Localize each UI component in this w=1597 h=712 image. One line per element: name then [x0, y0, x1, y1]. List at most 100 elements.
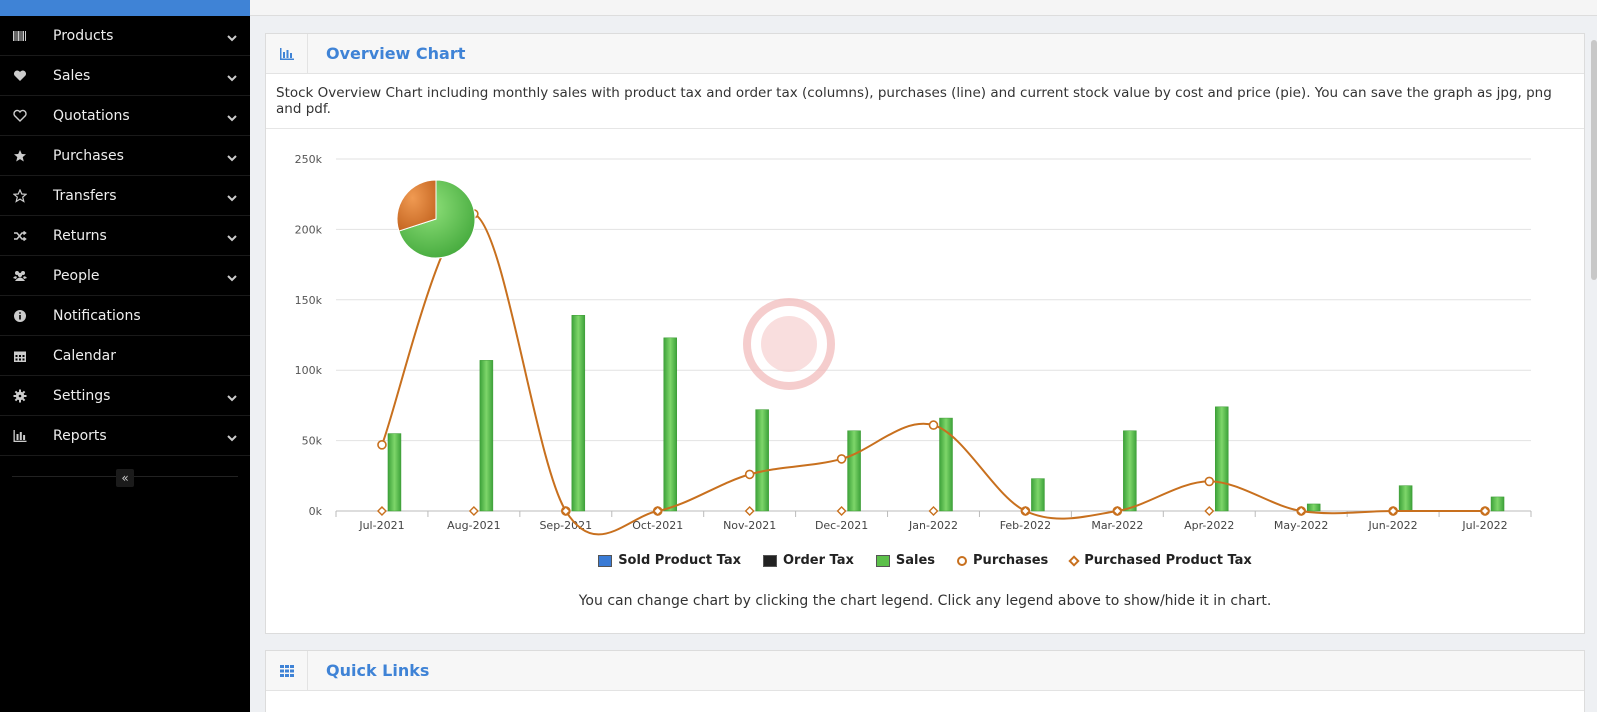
legend-label: Sold Product Tax	[618, 553, 741, 568]
sales-bar	[1490, 496, 1505, 512]
stock-overview-chart: 0k 50k 100k 150k 200k 250k Jul-2021 Aug-2021 Sep…	[295, 153, 1532, 536]
purchased-tax-point	[1480, 506, 1491, 516]
chevron-down-icon[interactable]	[226, 189, 240, 203]
chevron-down-icon[interactable]	[226, 229, 240, 243]
legend-swatch	[598, 554, 613, 567]
sales-bar	[1306, 503, 1321, 512]
chevron-down-icon[interactable]	[226, 269, 240, 283]
page-scrollbar[interactable]	[1591, 40, 1597, 280]
sidebar-item-transfers[interactable]: Transfers	[0, 176, 250, 216]
chevron-down-icon[interactable]	[226, 69, 240, 83]
grid-icon	[266, 650, 308, 691]
sales-bar	[1123, 430, 1137, 512]
x-tick-label: Jul-2021	[358, 519, 404, 532]
sales-bar	[387, 433, 402, 512]
chevron-down-icon[interactable]	[226, 109, 240, 123]
quick-links-panel: Quick Links	[265, 650, 1585, 712]
sidebar-nav: Products Sales Quotations Purchases Transfer…	[0, 16, 250, 456]
sidebar-item-notifications[interactable]: Notifications	[0, 296, 250, 336]
overview-chart-panel: Overview Chart Stock Overview Chart incl…	[265, 33, 1585, 634]
sales-bar	[755, 409, 769, 512]
x-tick-label: Jun-2022	[1368, 519, 1418, 532]
purchases-point	[928, 420, 939, 430]
purchased-tax-point	[744, 506, 755, 516]
sales-bar	[1398, 485, 1413, 512]
x-tick-label: Sep-2021	[539, 519, 592, 532]
purchases-point	[1204, 476, 1215, 487]
sales-bar	[1031, 478, 1045, 512]
sidebar-item-label: Calendar	[53, 347, 116, 364]
purchased-tax-point	[376, 506, 387, 516]
purchased-tax-point	[1388, 506, 1399, 516]
sidebar-item-label: Reports	[53, 427, 107, 444]
bar-chart-icon	[266, 33, 308, 74]
legend-item-sales[interactable]: Sales	[875, 553, 935, 568]
legend-swatch	[957, 555, 968, 566]
heart-icon	[12, 68, 28, 84]
sidebar-item-label: Transfers	[53, 187, 117, 204]
x-tick-label: Oct-2021	[632, 519, 683, 532]
chevron-down-icon[interactable]	[226, 149, 240, 163]
sidebar-item-label: Quotations	[53, 107, 130, 124]
overview-chart-description: Stock Overview Chart including monthly s…	[266, 74, 1584, 129]
sidebar-item-settings[interactable]: Settings	[0, 376, 250, 416]
sales-bar	[939, 417, 953, 512]
sales-bar	[571, 315, 586, 512]
chart-hint: You can change chart by clicking the cha…	[578, 593, 1272, 609]
sidebar-item-products[interactable]: Products	[0, 16, 250, 56]
sidebar-item-label: Notifications	[53, 307, 141, 324]
quick-links-title: Quick Links	[326, 661, 430, 680]
legend-label: Purchases	[973, 553, 1049, 568]
sidebar-item-label: Products	[53, 27, 114, 44]
y-tick-label: 50k	[302, 435, 323, 448]
x-tick-label: Apr-2022	[1184, 519, 1234, 532]
sales-bar	[1215, 406, 1229, 512]
chevron-down-icon[interactable]	[226, 429, 240, 443]
x-tick-label: Aug-2021	[447, 519, 500, 532]
sidebar: Products Sales Quotations Purchases Transfer…	[0, 0, 250, 712]
star-outline-icon	[12, 188, 28, 204]
sidebar-item-purchases[interactable]: Purchases	[0, 136, 250, 176]
purchases-point	[836, 454, 847, 464]
sidebar-collapse-button[interactable]: «	[116, 469, 134, 487]
purchased-tax-point	[1204, 506, 1215, 516]
purchased-tax-point	[560, 506, 571, 516]
legend-swatch	[1068, 554, 1080, 567]
sidebar-item-label: Returns	[53, 227, 107, 244]
y-tick-label: 200k	[295, 223, 323, 236]
legend-item-order-tax[interactable]: Order Tax	[763, 553, 854, 568]
users-icon	[12, 268, 28, 284]
purchases-point	[744, 469, 755, 480]
x-tick-label: Feb-2022	[1000, 519, 1051, 532]
sidebar-item-label: People	[53, 267, 100, 284]
sidebar-item-people[interactable]: People	[0, 256, 250, 296]
legend-item-purchased-product-tax[interactable]: Purchased Product Tax	[1068, 553, 1252, 568]
overview-chart-header: Overview Chart	[266, 33, 1584, 74]
x-tick-label: May-2022	[1274, 519, 1329, 532]
pie-slice	[396, 179, 437, 232]
purchases-point	[377, 440, 387, 450]
chart-legend: Sold Product Tax Order Tax Sales Purchases P…	[266, 553, 1584, 568]
sidebar-item-calendar[interactable]: Calendar	[0, 336, 250, 376]
sidebar-item-label: Settings	[53, 387, 111, 404]
sidebar-item-reports[interactable]: Reports	[0, 416, 250, 456]
sidebar-item-returns[interactable]: Returns	[0, 216, 250, 256]
barcode-icon	[12, 28, 28, 44]
gear-icon	[12, 388, 28, 404]
purchased-tax-point	[652, 506, 663, 516]
x-tick-label: Dec-2021	[815, 519, 868, 532]
sidebar-item-quotations[interactable]: Quotations	[0, 96, 250, 136]
chevron-down-icon[interactable]	[226, 389, 240, 403]
legend-label: Purchased Product Tax	[1084, 553, 1252, 568]
chevron-down-icon[interactable]	[226, 29, 240, 43]
sidebar-item-sales[interactable]: Sales	[0, 56, 250, 96]
overview-chart-title: Overview Chart	[326, 44, 466, 63]
legend-item-purchases[interactable]: Purchases	[957, 553, 1048, 568]
sales-bar	[479, 360, 494, 512]
heart-outline-icon	[12, 108, 28, 124]
sidebar-topbar	[0, 0, 250, 16]
legend-item-sold-product-tax[interactable]: Sold Product Tax	[598, 553, 741, 568]
watermark-logo-icon	[743, 298, 835, 390]
legend-swatch	[763, 554, 777, 567]
random-icon	[12, 228, 28, 244]
